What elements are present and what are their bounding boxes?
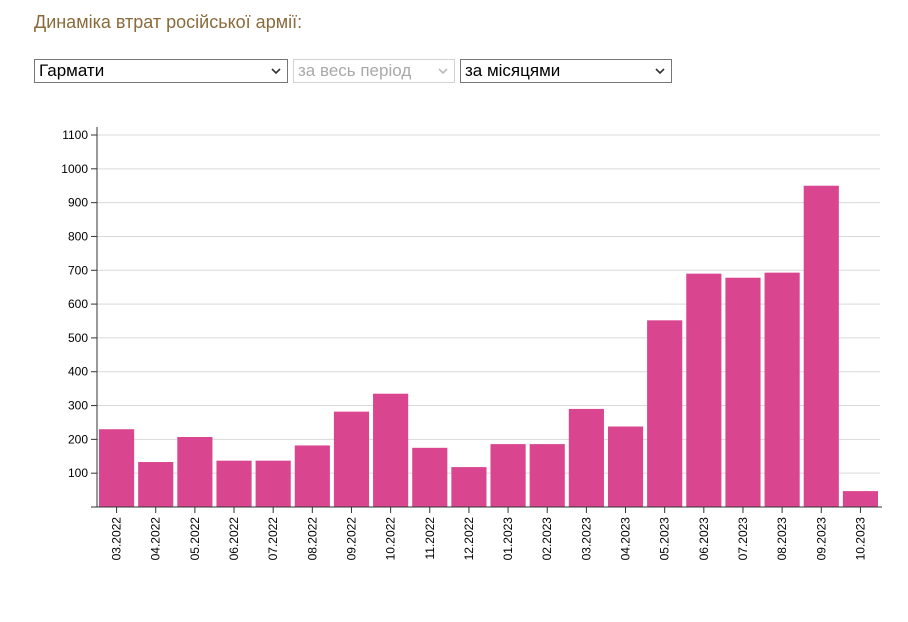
x-tick-label: 08.2023 <box>775 517 789 561</box>
y-tick-label: 500 <box>68 331 88 345</box>
bar <box>490 444 526 507</box>
bars <box>99 185 878 507</box>
bar <box>333 411 370 507</box>
x-tick-label: 05.2022 <box>188 517 202 561</box>
y-tick-label: 600 <box>68 297 88 311</box>
y-tick-label: 400 <box>68 365 88 379</box>
x-tick-label: 04.2022 <box>149 517 163 561</box>
x-tick-label: 12.2022 <box>462 517 476 561</box>
x-tick-label: 10.2023 <box>853 517 867 561</box>
bar <box>842 491 878 507</box>
grouping-select[interactable]: за місяцями <box>460 59 672 83</box>
x-axis: 03.2022 04.2022 05.2022 06.2022 07.2022 08.20… <box>91 506 882 561</box>
bar <box>138 462 174 507</box>
bar <box>294 445 330 507</box>
bar <box>373 393 409 507</box>
x-tick-label: 11.2022 <box>423 517 437 560</box>
bar <box>255 460 291 507</box>
bar <box>647 320 683 507</box>
y-tick-label: 1000 <box>61 162 88 176</box>
x-tick-label: 03.2022 <box>110 517 124 561</box>
y-tick-label: 800 <box>68 229 88 243</box>
grouping-select-value: за місяцями <box>465 61 561 80</box>
y-axis: 100 200 300 400 500 600 700 800 900 1000 1100 <box>61 127 98 507</box>
x-tick-label: 04.2023 <box>619 517 633 561</box>
bar <box>451 467 487 507</box>
bar <box>177 436 213 507</box>
y-tick-label: 1100 <box>62 128 88 142</box>
y-tick-label: 200 <box>68 432 88 446</box>
x-tick-label: 07.2023 <box>736 517 750 561</box>
x-tick-label: 07.2022 <box>266 517 280 561</box>
period-select-value: за весь період <box>298 61 412 80</box>
chevron-down-icon <box>271 68 281 75</box>
category-select-value: Гармати <box>39 61 105 80</box>
page-title: Динаміка втрат російської армії: <box>34 12 303 32</box>
bar <box>529 444 565 507</box>
bar <box>803 185 839 507</box>
bar <box>216 460 252 507</box>
bar <box>99 429 135 507</box>
x-tick-label: 08.2022 <box>305 517 319 561</box>
x-tick-label: 05.2023 <box>658 517 672 561</box>
bar <box>686 273 722 507</box>
bar <box>725 277 761 507</box>
chevron-down-icon <box>655 68 665 75</box>
bar <box>568 408 604 507</box>
x-tick-label: 10.2022 <box>384 517 398 561</box>
y-tick-label: 100 <box>68 466 88 480</box>
x-tick-label: 03.2023 <box>579 517 593 561</box>
x-tick-label: 09.2022 <box>344 517 358 561</box>
category-select[interactable]: Гармати <box>34 59 288 83</box>
x-tick-label: 09.2023 <box>814 517 828 561</box>
x-tick-label: 06.2023 <box>697 517 711 561</box>
y-tick-label: 300 <box>68 399 88 413</box>
bar <box>764 272 800 507</box>
gridlines <box>97 134 880 474</box>
bar <box>607 426 644 507</box>
y-tick-label: 900 <box>68 196 88 210</box>
chevron-down-icon <box>438 68 448 75</box>
period-select[interactable]: за весь період <box>293 59 455 83</box>
x-tick-label: 06.2022 <box>227 517 241 561</box>
x-tick-label: 01.2023 <box>501 517 515 561</box>
x-tick-label: 02.2023 <box>540 517 554 561</box>
bar <box>412 447 448 507</box>
y-tick-label: 700 <box>68 263 88 277</box>
